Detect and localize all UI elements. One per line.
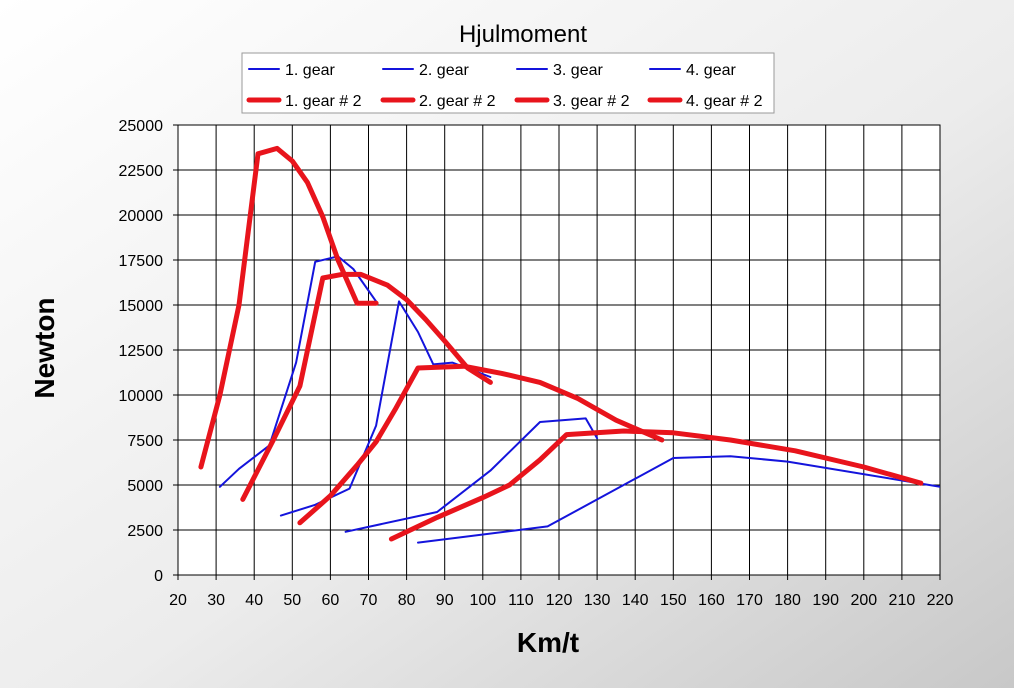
x-tick-label: 160 [698,592,725,609]
chart-title: Hjulmoment [459,21,587,48]
legend-label: 1. gear [285,62,335,79]
series-line-3 [344,417,599,533]
legend-label: 3. gear # 2 [553,93,630,110]
series-lines [198,145,940,544]
x-tick-label: 210 [889,592,916,609]
x-tick-label: 190 [812,592,839,609]
x-tick-label: 30 [207,592,225,609]
x-tick-label: 180 [774,592,801,609]
y-tick-label: 25000 [119,118,164,135]
x-tick-label: 140 [622,592,649,609]
y-tick-label: 22500 [119,163,164,180]
x-tick-label: 170 [736,592,763,609]
x-tick-label: 60 [322,592,340,609]
x-tick-label: 70 [360,592,378,609]
series-line-7 [297,363,665,526]
legend-label: 2. gear # 2 [419,93,496,110]
y-tick-label: 0 [154,568,163,585]
y-tick-label: 15000 [119,298,164,315]
y-tick-label: 10000 [119,388,164,405]
legend-label: 4. gear # 2 [686,93,763,110]
gridlines [177,124,941,576]
y-tick-label: 20000 [119,208,164,225]
y-tick-label: 5000 [127,478,163,495]
x-axis-title: Km/t [517,627,579,658]
legend-label: 4. gear [686,62,736,79]
x-tick-label: 200 [850,592,877,609]
x-tick-label: 220 [927,592,954,609]
y-tick-label: 12500 [119,343,164,360]
x-tick-label: 150 [660,592,687,609]
x-tick-label: 130 [584,592,611,609]
series-line-4 [417,455,940,544]
legend-box [241,52,775,114]
x-tick-label: 50 [283,592,301,609]
y-axis-title: Newton [29,297,60,398]
y-tick-label: 17500 [119,253,164,270]
legend-label: 2. gear [419,62,469,79]
series-line-8 [388,428,924,542]
x-tick-label: 100 [469,592,496,609]
y-tick-label: 2500 [127,523,163,540]
x-tick-label: 90 [436,592,454,609]
series-line-6 [240,271,493,502]
axis-ticks: 20 30 40 50 60 70 80 90 100 110 120 130 140 150 160 170… [119,118,954,609]
legend-label: 3. gear [553,62,603,79]
x-tick-label: 40 [245,592,263,609]
x-tick-label: 110 [508,592,534,609]
legend-label: 1. gear # 2 [285,93,362,110]
x-tick-label: 20 [169,592,187,609]
series-line-1 [218,255,378,488]
y-tick-label: 7500 [127,433,163,450]
legend: 1. gear 2. gear 3. gear 4. gear 1. gear # 2 2… [246,62,763,110]
x-tick-label: 80 [398,592,416,609]
x-tick-label: 120 [546,592,573,609]
